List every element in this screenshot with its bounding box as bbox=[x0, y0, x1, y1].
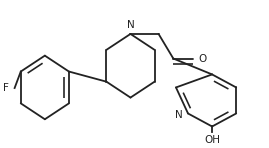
Text: N: N bbox=[127, 20, 134, 30]
Text: N: N bbox=[175, 110, 183, 120]
Text: OH: OH bbox=[204, 135, 220, 145]
Text: F: F bbox=[3, 83, 9, 93]
Text: O: O bbox=[198, 54, 206, 63]
